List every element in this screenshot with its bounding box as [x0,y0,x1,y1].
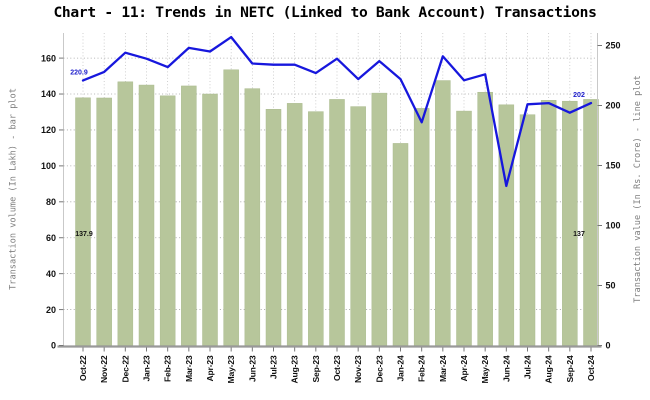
x-tick-label-Aug-23: Aug-23 [290,355,300,383]
x-tick-label-Oct-23: Oct-23 [332,355,342,381]
x-tick-label-May-23: May-23 [226,355,236,383]
right-tick-label: 0 [606,341,611,351]
bar-May-24 [477,91,493,346]
annotation-202: 202 [573,92,585,99]
bar-Nov-23 [350,106,366,346]
annotation-137.9: 137.9 [75,231,93,238]
bar-Feb-24 [413,108,430,346]
x-tick-label-Oct-24: Oct-24 [586,355,596,381]
annotation-220.9: 220.9 [70,69,88,76]
x-tick-label-May-24: May-24 [480,355,490,383]
bar-Nov-22 [96,97,112,346]
bar-Aug-24 [540,100,557,346]
line-series [81,35,593,188]
right-tick-label: 100 [606,221,621,231]
left-tick-label: 60 [46,233,56,243]
bar-May-23 [223,69,239,346]
x-tick-label-Jan-23: Jan-23 [142,355,152,381]
bar-Oct-23 [329,99,345,346]
bar-Mar-23 [181,85,197,346]
bar-Jan-23 [138,84,155,346]
left-tick-label: 40 [46,269,56,279]
right-tick-label: 150 [606,161,621,171]
x-tick-label-Jan-24: Jan-24 [396,355,406,381]
left-tick-label: 0 [51,341,56,351]
bar-Jul-23 [265,109,282,346]
x-tick-label-Dec-23: Dec-23 [374,355,384,382]
x-tick-label-Apr-24: Apr-24 [459,355,469,381]
left-tick-label: 20 [46,305,56,315]
right-axis: 0 50 100 150 200 250 [597,41,621,351]
x-tick-label-Feb-23: Feb-23 [163,355,173,382]
annotation-137: 137 [573,231,585,238]
bar-Apr-23 [202,93,218,346]
left-axis-title: Transaction volume (In Lakh) - bar plot [9,88,19,290]
x-tick-label-Aug-24: Aug-24 [544,355,554,383]
bar-series [75,69,599,346]
x-tick-label-Nov-22: Nov-22 [99,355,109,383]
x-tick-label-Sep-23: Sep-23 [311,355,321,382]
x-axis: Oct-22 Nov-22 Dec-22 Jan-23 Feb-23 Mar-23 Apr-… [78,347,596,383]
x-tick-label-Nov-23: Nov-23 [353,355,363,383]
x-tick-label-Mar-24: Mar-24 [438,355,448,382]
x-tick-label-Dec-22: Dec-22 [120,355,130,382]
bar-Jun-24 [498,104,515,346]
bar-Oct-22 [75,97,91,346]
bar-Jan-24 [392,143,409,346]
left-tick-label: 80 [46,197,56,207]
right-tick-label: 200 [606,101,621,111]
left-tick-label: 100 [41,161,56,171]
right-tick-label: 250 [606,41,621,51]
bar-Apr-24 [456,110,472,346]
x-tick-label-Jul-23: Jul-23 [269,355,279,379]
x-tick-label-Apr-23: Apr-23 [205,355,215,381]
x-tick-label-Jun-23: Jun-23 [247,355,257,382]
left-tick-label: 140 [41,89,56,99]
bar-Dec-23 [371,92,388,346]
bar-Sep-24 [562,100,578,346]
bar-Sep-23 [308,111,324,346]
left-axis: 0 20 40 60 80 100 120 140 160 [41,53,64,351]
x-tick-label-Feb-24: Feb-24 [417,355,427,382]
x-tick-label-Oct-22: Oct-22 [78,355,88,381]
bar-Aug-23 [286,103,303,346]
bar-Jun-23 [244,88,261,346]
right-tick-label: 50 [606,281,616,291]
bar-Jul-24 [519,114,536,346]
left-tick-label: 120 [41,125,56,135]
x-tick-label-Sep-24: Sep-24 [565,355,575,382]
bar-Feb-23 [159,95,176,346]
left-tick-label: 160 [41,53,56,63]
x-tick-label-Jun-24: Jun-24 [501,355,511,382]
x-tick-label-Mar-23: Mar-23 [184,355,194,382]
bar-Oct-24 [583,99,599,346]
bar-Dec-22 [117,81,134,346]
chart-title: Chart - 11: Trends in NETC (Linked to Ba… [53,4,597,21]
right-axis-title: Transaction value (In Rs. Crore) - line … [633,75,643,303]
x-tick-label-Jul-24: Jul-24 [523,355,533,379]
bar-Mar-24 [435,80,451,346]
